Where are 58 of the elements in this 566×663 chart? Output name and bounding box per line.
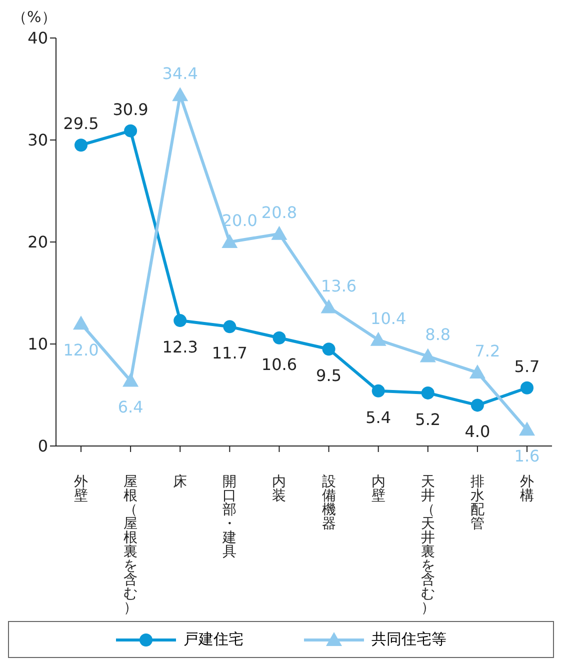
category-label: 天井（天井裏を含む） [420, 474, 435, 616]
point [272, 331, 286, 344]
point [370, 332, 386, 346]
point [520, 381, 534, 394]
x-tick-label: 内壁 [371, 474, 386, 504]
x-tick-label: 外構 [520, 474, 534, 504]
data-label: 1.6 [514, 446, 540, 466]
point [322, 342, 336, 356]
point [271, 226, 288, 240]
point [519, 422, 535, 436]
x-tick-label: 外壁 [74, 474, 88, 504]
y-tick-label: 40 [28, 28, 48, 48]
point [172, 87, 188, 102]
data-label: 10.4 [370, 308, 406, 328]
data-label: 13.6 [320, 276, 357, 296]
data-label: 7.2 [474, 342, 500, 361]
data-label: 30.9 [112, 100, 148, 119]
y-tick-label: 10 [28, 334, 48, 354]
point [73, 316, 89, 330]
point [469, 364, 486, 379]
data-label: 5.2 [415, 410, 441, 429]
x-tick-label: 内装 [272, 474, 286, 504]
y-axis-title: （%） [12, 8, 56, 27]
legend-label: 共同住宅等 [372, 630, 446, 649]
x-tick-label: 開口部・建具 [222, 474, 237, 560]
point [420, 348, 436, 362]
data-label: 5.4 [366, 408, 392, 427]
y-tick-label: 20 [28, 232, 48, 252]
point [124, 124, 138, 138]
point [372, 384, 385, 398]
point [122, 372, 139, 387]
y-tick-label: 30 [28, 130, 48, 150]
data-label: 9.5 [316, 366, 342, 386]
point [320, 299, 337, 314]
data-label: 12.3 [162, 338, 198, 357]
data-label: 12.0 [63, 340, 99, 360]
point [421, 386, 434, 400]
x-tick-label: 床 [173, 474, 188, 490]
data-label: 6.4 [118, 398, 144, 417]
point [223, 320, 236, 334]
data-label: 20.8 [261, 202, 298, 222]
point [74, 138, 88, 152]
data-label: 8.8 [425, 325, 451, 344]
data-label: 20.0 [222, 211, 258, 230]
legend-label: 戸建住宅 [184, 630, 244, 649]
data-label: 5.7 [514, 356, 540, 376]
point [174, 314, 187, 328]
data-label: 29.5 [63, 114, 99, 134]
x-tick-label: 設備機器 [322, 474, 336, 532]
data-label: 11.7 [212, 344, 248, 363]
data-label: 4.0 [464, 422, 490, 442]
data-label: 34.4 [162, 64, 198, 84]
point [222, 234, 238, 248]
x-tick-label: 排水配管 [470, 474, 484, 532]
category-label: 屋根（屋根裏を含む） [124, 474, 138, 616]
y-tick-label: 0 [38, 436, 48, 456]
point [470, 398, 484, 412]
data-label: 10.6 [261, 354, 298, 374]
